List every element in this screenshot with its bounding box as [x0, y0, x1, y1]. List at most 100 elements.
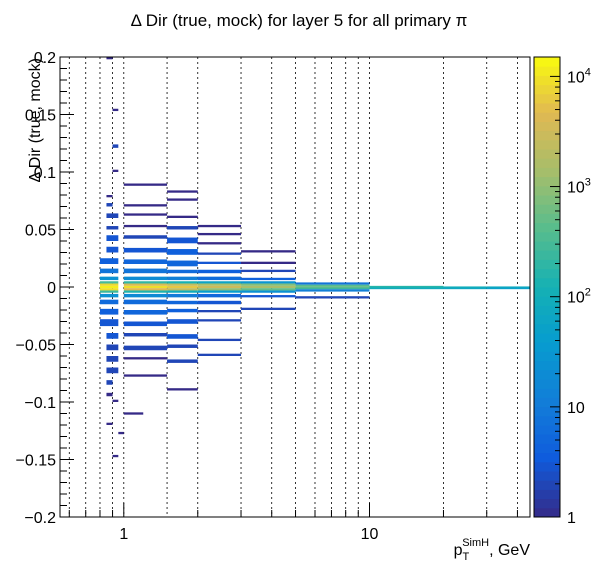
heatmap-cell — [123, 290, 168, 293]
heatmap-cell — [99, 258, 119, 264]
heatmap-cell — [167, 226, 198, 230]
heatmap-cell — [106, 203, 113, 207]
heatmap-cell — [106, 380, 113, 385]
colorbar-segment — [534, 379, 560, 389]
colorbar-segment — [534, 213, 560, 224]
heatmap-cell — [197, 252, 242, 255]
chart-title: Δ Dir (true, mock) for layer 5 for all p… — [131, 11, 468, 30]
colorbar-segment — [534, 498, 560, 509]
heatmap-cell — [241, 290, 296, 293]
x-axis-label-main: p — [454, 542, 463, 559]
heatmap-cell — [123, 213, 168, 216]
heatmap-cell — [369, 286, 444, 289]
colorbar-segment — [534, 388, 560, 398]
colorbar-segment — [534, 250, 560, 260]
heatmap-cell — [241, 261, 296, 264]
heatmap-cell — [167, 281, 198, 284]
heatmap-cell — [369, 287, 444, 290]
colorbar-segment — [534, 397, 560, 408]
heatmap-cell — [486, 287, 530, 290]
colorbar-tick-label: 103 — [567, 177, 591, 197]
heatmap-cell — [197, 310, 242, 313]
colorbar-segment — [534, 222, 560, 233]
heatmap-cell — [99, 283, 119, 286]
heatmap-cell — [167, 237, 198, 244]
y-axis-label: Δ Dir (true, mock) — [27, 58, 44, 182]
heatmap-cell — [241, 295, 296, 298]
x-axis-label: pT SimH, GeV — [454, 537, 531, 563]
heatmap-cell — [106, 344, 119, 351]
heatmap-cell — [197, 224, 242, 228]
colorbar-segment — [534, 66, 560, 76]
heatmap-cell — [123, 285, 168, 289]
colorbar-segment — [534, 149, 560, 159]
heatmap-cell — [106, 392, 113, 397]
heatmap-cell — [167, 388, 198, 391]
colorbar-segment — [534, 112, 560, 122]
heatmap-cell — [167, 283, 198, 286]
colorbar-segment — [534, 333, 560, 343]
colorbar-tick-label: 10 — [567, 400, 585, 417]
colorbar-segment — [534, 480, 560, 490]
heatmap-cell — [123, 276, 168, 281]
heatmap-cell — [167, 215, 198, 218]
heatmap-cell — [123, 247, 168, 253]
heatmap-cell — [123, 310, 168, 315]
heatmap-cell — [106, 195, 113, 198]
heatmap-cell — [197, 288, 242, 291]
colorbar-frame — [533, 56, 561, 518]
heatmap-cell — [123, 283, 168, 286]
heatmap-cell — [167, 190, 198, 193]
x-axis: 1 10 — [68, 503, 518, 543]
colorbar-segment — [534, 84, 560, 95]
heatmap-cell — [123, 281, 168, 284]
heatmap-cell — [197, 285, 242, 289]
heatmap-cell — [123, 345, 168, 351]
heatmap-cell — [112, 144, 119, 148]
y-tick-label: 0 — [47, 280, 56, 297]
colorbar-segment — [534, 452, 560, 463]
colorbar-segment — [534, 406, 560, 417]
heatmap-cell — [167, 198, 198, 201]
heatmap-cell — [118, 431, 124, 435]
heatmap-cell — [123, 333, 168, 337]
heatmap-cell — [197, 300, 242, 305]
heatmap-cell — [99, 293, 119, 298]
y-tick-label: −0.05 — [16, 338, 57, 355]
heatmap-cell — [99, 290, 119, 293]
y-tick-label: 0.1 — [34, 165, 56, 182]
heatmap-cell — [123, 374, 168, 377]
heatmap-cell — [197, 261, 242, 264]
x-tick-label: 1 — [119, 526, 128, 543]
heatmap-cell — [167, 249, 198, 255]
colorbar-segment — [534, 185, 560, 196]
heatmap-cell — [197, 281, 242, 284]
heatmap-cell — [241, 285, 296, 289]
colorbar-segment — [534, 323, 560, 334]
heatmap-cell — [123, 293, 168, 298]
heatmap-cell — [99, 285, 119, 289]
y-tick-label: −0.2 — [24, 510, 56, 527]
heatmap-cell — [167, 319, 198, 324]
heatmap-cell — [167, 293, 198, 298]
heatmap-cell — [197, 353, 242, 356]
heatmap-cell — [123, 224, 168, 228]
heatmap-cell — [106, 333, 119, 339]
colorbar-segment — [534, 489, 560, 500]
colorbar-segment — [534, 130, 560, 141]
colorbar-segment — [534, 231, 560, 242]
heatmap-cell — [123, 357, 168, 360]
heatmap-cell — [123, 268, 168, 274]
heatmap-cell — [123, 412, 144, 415]
heatmap-cell — [167, 260, 198, 267]
heatmap-cell — [443, 286, 487, 289]
colorbar-segment — [534, 507, 560, 518]
heatmap-cells — [99, 57, 530, 458]
colorbar-segment — [534, 93, 560, 104]
heatmap-cell — [167, 288, 198, 291]
colorbar-segment — [534, 259, 560, 270]
heatmap-cell — [106, 226, 119, 230]
heatmap-cell — [197, 293, 242, 298]
y-tick-label: 0.2 — [34, 50, 56, 67]
